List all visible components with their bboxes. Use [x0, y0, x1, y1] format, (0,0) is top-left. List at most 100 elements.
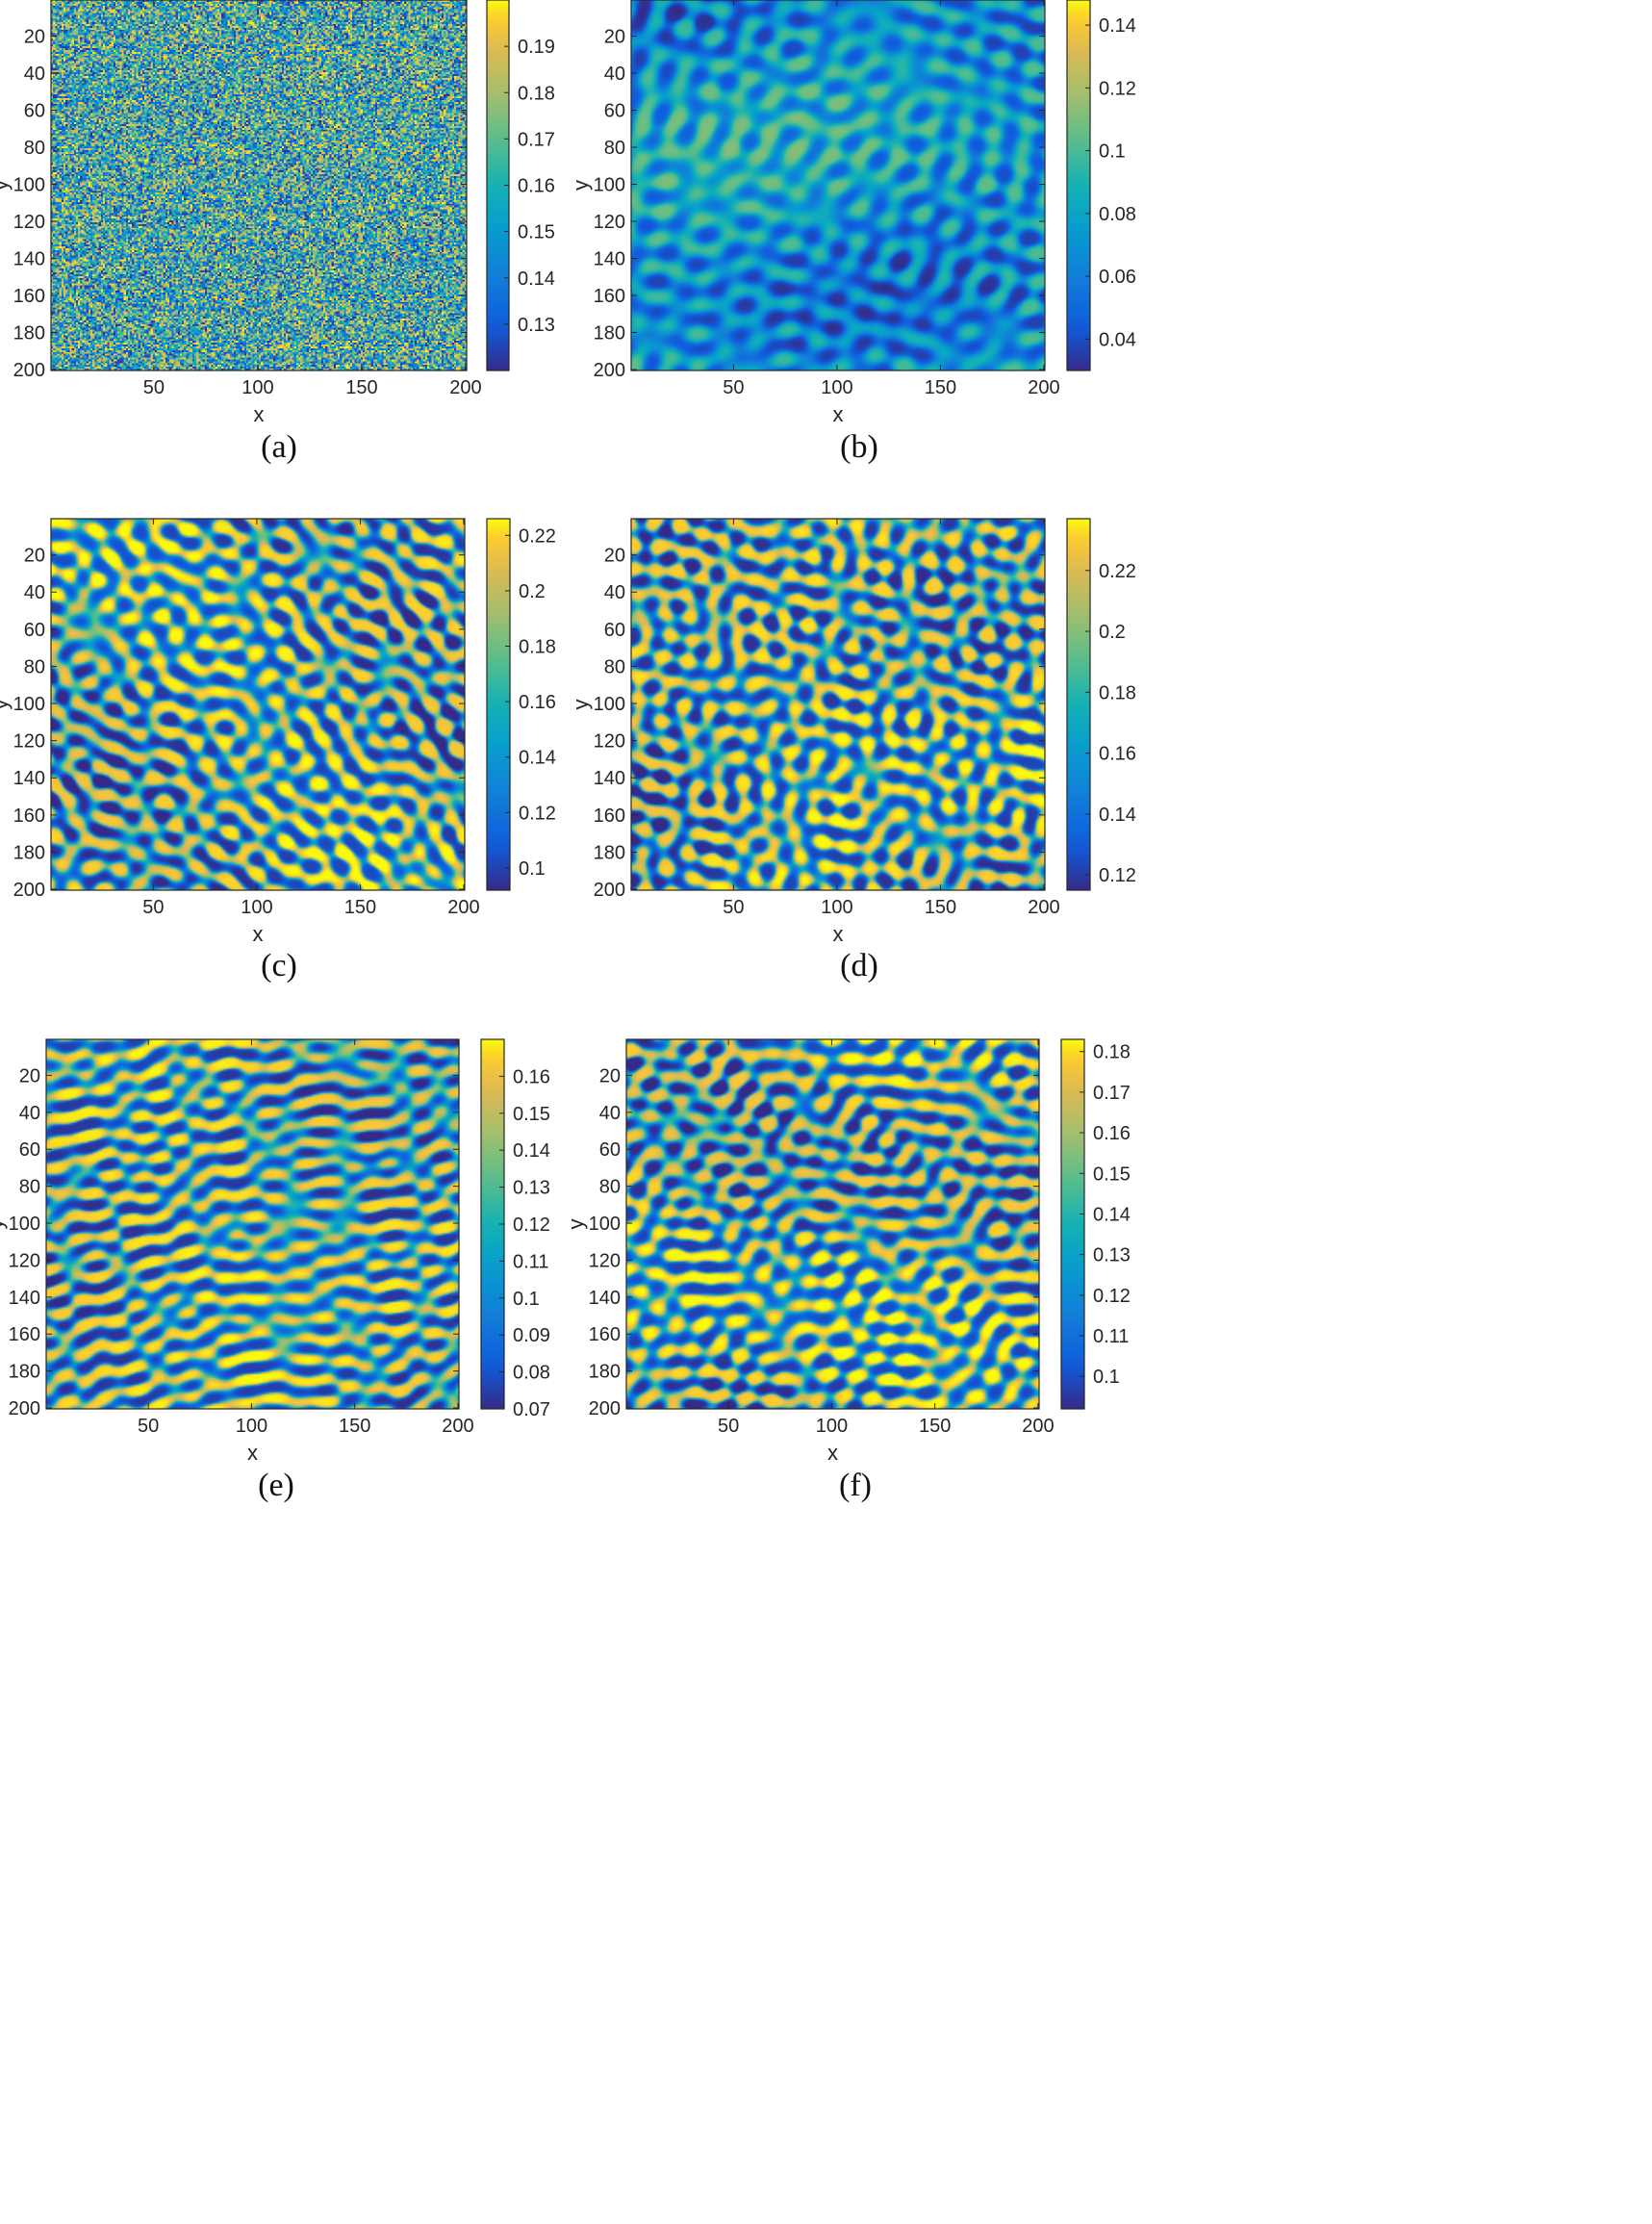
x-tick-label: 150: [339, 1416, 370, 1437]
y-tick-label: 20: [24, 27, 45, 48]
colorbar-tick-label: 0.15: [1093, 1163, 1131, 1185]
y-tick-label: 200: [13, 360, 45, 381]
panel-b: 50 100 150 200 20 40 60 80 100 120 140 160 180 200 x y 0…: [569, 0, 1136, 465]
colorbar: [1066, 0, 1091, 371]
colorbar-tick-label: 0.14: [1093, 1204, 1131, 1225]
heatmap-image: [631, 519, 1045, 890]
y-tick-label: 140: [594, 768, 625, 789]
heatmap-image: [626, 1039, 1039, 1409]
x-tick-label: 200: [447, 897, 479, 918]
colorbar-tick-label: 0.1: [513, 1289, 540, 1310]
x-axis-label: x: [247, 1441, 258, 1465]
colorbar-tick-label: 0.09: [513, 1325, 550, 1346]
colorbar-tick-label: 0.12: [519, 803, 556, 824]
y-axis-label: y: [0, 700, 13, 710]
x-tick-label: 50: [723, 897, 744, 918]
y-axis-label: y: [569, 180, 593, 191]
colorbar-tick-label: 0.14: [518, 268, 555, 290]
x-tick-label: 50: [138, 1416, 159, 1437]
x-axis-label: x: [253, 922, 264, 946]
panel-caption: (d): [840, 948, 878, 984]
colorbar-tick-label: 0.17: [1093, 1083, 1131, 1104]
colorbar-tick-label: 0.1: [519, 858, 546, 880]
y-tick-label: 40: [604, 64, 625, 85]
y-tick-label: 180: [589, 1362, 621, 1383]
colorbar-tick-label: 0.18: [1099, 682, 1136, 703]
x-tick-label: 150: [925, 377, 956, 398]
y-tick-label: 60: [24, 620, 45, 641]
colorbar-tick-label: 0.2: [519, 581, 546, 602]
colorbar-tick-label: 0.17: [518, 129, 555, 150]
y-tick-label: 40: [24, 582, 45, 603]
y-tick-label: 80: [24, 656, 45, 677]
y-tick-label: 160: [13, 805, 45, 827]
colorbar-tick-label: 0.14: [1099, 805, 1136, 826]
colorbar-tick-label: 0.11: [1093, 1326, 1129, 1347]
y-tick-label: 80: [24, 138, 45, 159]
colorbar-tick-label: 0.18: [1093, 1042, 1131, 1063]
colorbar-tick-label: 0.16: [1093, 1123, 1131, 1144]
axes-frame: [50, 518, 466, 891]
heatmap-image: [51, 519, 465, 890]
colorbar-tick-label: 0.22: [1099, 561, 1136, 582]
colorbar-tick-label: 0.14: [1099, 15, 1136, 37]
x-axis-label: x: [254, 402, 265, 426]
axes-frame: [50, 0, 468, 371]
panel-caption: (f): [839, 1468, 872, 1503]
colorbar-tick-label: 0.14: [519, 748, 556, 769]
x-tick-label: 150: [344, 897, 376, 918]
y-tick-label: 60: [604, 101, 625, 122]
panel-d: 50 100 150 200 20 40 60 80 100 120 140 160 180 200 x y 0…: [569, 518, 1136, 984]
y-axis-label: y: [569, 700, 593, 710]
colorbar-tick-label: 0.13: [1093, 1245, 1131, 1266]
y-axis-label: y: [0, 1219, 8, 1230]
panel-caption: (c): [261, 948, 297, 984]
y-tick-label: 200: [589, 1398, 621, 1419]
y-tick-label: 180: [13, 323, 45, 345]
colorbar-tick-label: 0.08: [1099, 204, 1136, 225]
colorbar-tick-label: 0.12: [1099, 78, 1136, 99]
x-tick-label: 200: [449, 377, 481, 398]
colorbar-tick-label: 0.08: [513, 1363, 550, 1384]
y-tick-label: 200: [13, 880, 45, 901]
colorbar-tick-label: 0.14: [513, 1140, 550, 1162]
y-tick-label: 120: [9, 1250, 40, 1271]
colorbar-tick-label: 0.13: [513, 1178, 550, 1199]
y-tick-label: 80: [604, 138, 625, 159]
y-tick-label: 140: [13, 768, 45, 789]
x-tick-label: 100: [821, 377, 852, 398]
panel-e: 50 100 150 200 20 40 60 80 100 120 140 160 180 200 x y 0…: [0, 1038, 550, 1503]
y-tick-label: 140: [594, 249, 625, 270]
y-tick-label: 140: [13, 249, 45, 270]
x-axis-label: x: [827, 1441, 838, 1465]
colorbar-tick-label: 0.07: [513, 1399, 550, 1420]
y-tick-label: 20: [604, 27, 625, 48]
y-tick-label: 140: [9, 1288, 40, 1309]
y-tick-label: 80: [604, 656, 625, 677]
y-tick-label: 40: [24, 64, 45, 85]
panel-caption: (e): [258, 1468, 294, 1503]
colorbar-tick-label: 0.12: [1093, 1286, 1131, 1307]
y-tick-label: 100: [13, 694, 45, 715]
y-tick-label: 40: [604, 582, 625, 603]
x-tick-label: 50: [142, 897, 164, 918]
y-tick-label: 120: [13, 731, 45, 753]
colorbar-tick-label: 0.2: [1099, 622, 1126, 643]
colorbar-tick-label: 0.13: [518, 315, 555, 336]
y-tick-label: 100: [589, 1214, 621, 1235]
colorbar-tick-label: 0.18: [518, 83, 555, 104]
heatmap-image: [46, 1039, 459, 1409]
colorbar-tick-label: 0.16: [1099, 744, 1136, 765]
colorbar-tick-label: 0.15: [513, 1104, 550, 1125]
y-tick-label: 120: [594, 731, 625, 753]
axes-frame: [630, 518, 1046, 891]
y-tick-label: 80: [19, 1177, 40, 1198]
panel-caption: (a): [261, 429, 297, 465]
y-tick-label: 40: [19, 1103, 40, 1124]
colorbar-tick-label: 0.16: [518, 176, 555, 197]
colorbar: [1060, 1038, 1085, 1410]
colorbar-tick-label: 0.12: [1099, 865, 1136, 886]
y-tick-label: 20: [19, 1065, 40, 1086]
x-tick-label: 100: [821, 897, 852, 918]
